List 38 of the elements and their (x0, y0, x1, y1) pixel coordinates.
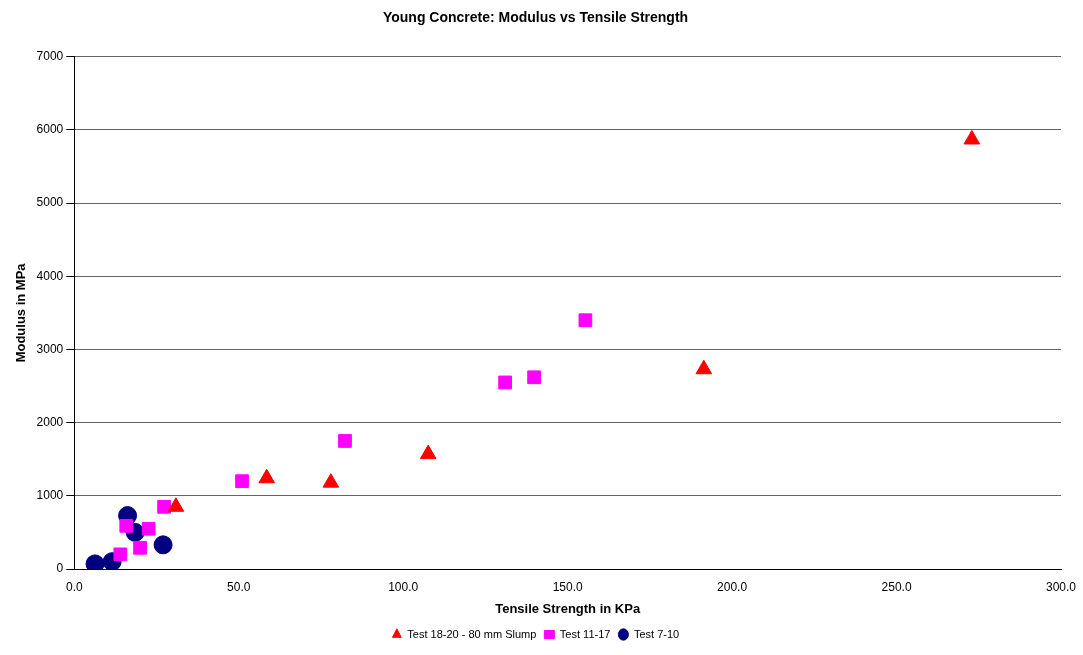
point (141, 521, 156, 536)
point (235, 474, 249, 489)
y-tick-label: 3000 (36, 341, 64, 356)
chart-title: Young Concrete: Modulus vs Tensile Strength (382, 9, 689, 26)
x-tick-label: 300.0 (1045, 579, 1077, 594)
y-tick-label: 6000 (36, 122, 64, 137)
legend-label: Test 18-20 - 80 mm Slump (407, 627, 537, 640)
point (695, 359, 713, 375)
x-tick-label: 250.0 (881, 579, 912, 594)
point (113, 547, 128, 562)
point (338, 434, 352, 448)
x-tick-label: 150.0 (552, 579, 583, 594)
legend-label: Test 11-17 (559, 627, 611, 640)
y-tick-label: 0 (56, 561, 64, 576)
point (527, 370, 541, 385)
x-axis-title: Tensile Strength in KPa (495, 600, 641, 616)
legend-label: Test 7-10 (633, 627, 680, 640)
point (157, 499, 171, 514)
point (258, 468, 275, 484)
x-tick-label: 0.0 (65, 579, 83, 594)
point (322, 473, 340, 488)
point (153, 535, 173, 555)
point (498, 375, 513, 390)
y-tick-label: 1000 (36, 488, 64, 503)
point (133, 540, 147, 555)
x-tick-label: 100.0 (388, 579, 419, 594)
point (119, 518, 134, 533)
point (578, 313, 593, 328)
y-axis-title: Modulus in MPa (13, 262, 29, 363)
point (963, 129, 981, 145)
y-tick-label: 2000 (36, 414, 64, 429)
point (419, 444, 437, 460)
y-tick-label: 7000 (36, 49, 64, 64)
x-tick-label: 50.0 (227, 579, 251, 594)
x-tick-label: 200.0 (717, 579, 748, 594)
y-tick-label: 4000 (36, 268, 64, 283)
point (167, 497, 185, 512)
y-tick-label: 5000 (36, 195, 64, 210)
